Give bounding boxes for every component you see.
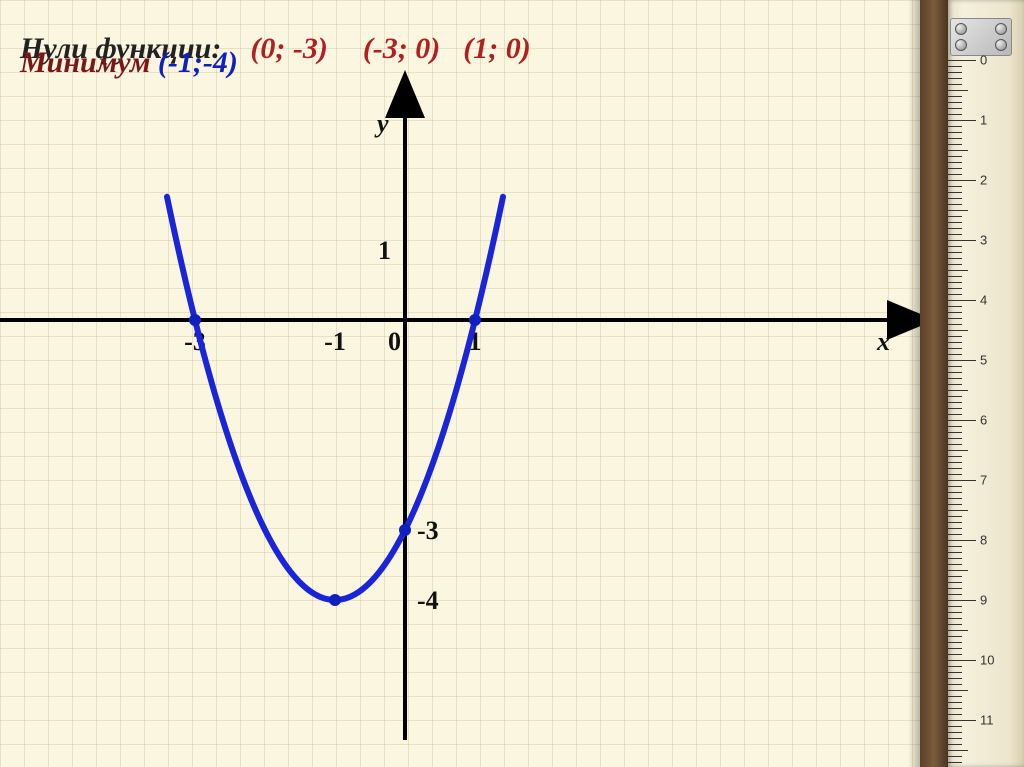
x-axis-label: x xyxy=(876,327,890,356)
ruler-number: 9 xyxy=(980,593,987,608)
ruler-number: 1 xyxy=(980,113,987,128)
marked-point xyxy=(399,524,411,536)
ruler-wood-rail xyxy=(920,0,948,767)
page-root: 01234567891011 Нули функции: (0; -3) (-3… xyxy=(0,0,1024,767)
y-tick-label: 1 xyxy=(378,236,391,265)
y-tick-label: -3 xyxy=(417,516,439,545)
ruler-number: 8 xyxy=(980,533,987,548)
ruler-number: 11 xyxy=(980,713,994,728)
marked-point xyxy=(329,594,341,606)
y-tick-label: -4 xyxy=(417,586,439,615)
ruler-number: 10 xyxy=(980,653,994,668)
ruler-number: 4 xyxy=(980,293,987,308)
ruler-number: 3 xyxy=(980,233,987,248)
marked-point xyxy=(469,314,481,326)
x-tick-label: -1 xyxy=(324,327,346,356)
ruler-number: 7 xyxy=(980,473,987,488)
ruler-number: 2 xyxy=(980,173,987,188)
y-axis-label: y xyxy=(374,109,389,138)
ruler: 0 1 2 3 4 5 6 7 8 9 10 11 xyxy=(920,0,1024,767)
parabola-curve xyxy=(167,197,503,600)
x-tick-label: 0 xyxy=(388,327,401,356)
ruler-number: 0 xyxy=(980,53,987,68)
ruler-number: 6 xyxy=(980,413,987,428)
ruler-ticks: 0 1 2 3 4 5 6 7 8 9 10 11 xyxy=(948,0,1024,767)
marked-point xyxy=(189,314,201,326)
parabola-chart: xy-3-1011-3-4 xyxy=(0,0,920,767)
ruler-number: 5 xyxy=(980,353,987,368)
